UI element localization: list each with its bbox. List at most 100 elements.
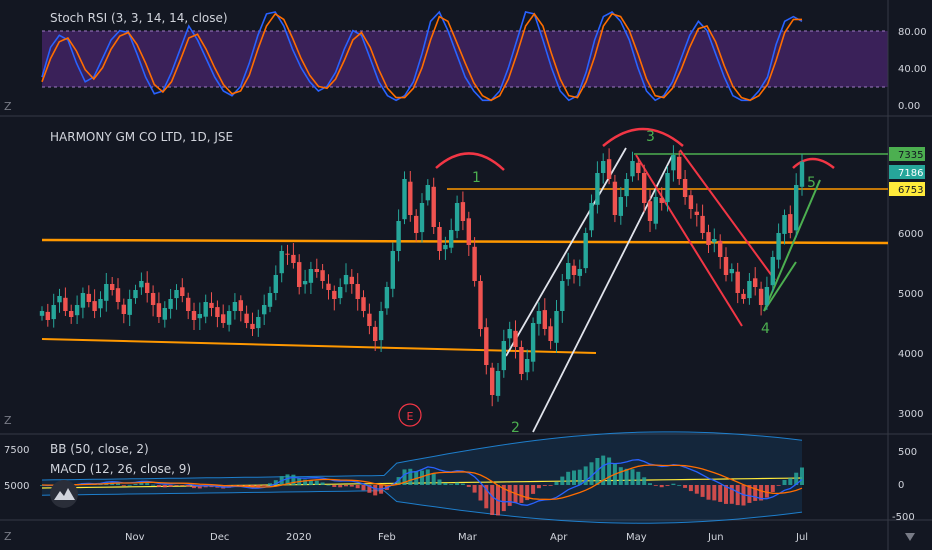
zoom-z-icon[interactable]: Z	[4, 100, 12, 113]
green-up-channel[interactable]	[763, 179, 821, 312]
time-tick-feb: Feb	[378, 532, 396, 543]
left-tick-5000: 5000	[4, 481, 29, 492]
scroll-right-icon[interactable]	[905, 533, 915, 541]
macd-bar	[572, 470, 576, 485]
time-tick-apr: Apr	[550, 532, 568, 543]
red-down-channel[interactable]	[635, 149, 776, 327]
macd-bar	[303, 479, 308, 485]
candle-body	[226, 311, 232, 325]
red-arc-drawings[interactable]	[435, 127, 835, 171]
candle-body	[700, 215, 705, 233]
candle-body	[723, 257, 729, 275]
candle-body	[191, 311, 197, 320]
macd-bar	[133, 484, 138, 485]
signal-line	[41, 464, 803, 501]
macd-bar	[291, 474, 296, 485]
macd-bar	[618, 467, 623, 485]
stoch-rsi-lines	[41, 10, 803, 102]
candle-body	[682, 179, 688, 197]
candle-body	[431, 186, 436, 227]
candle-body	[273, 275, 278, 293]
candle-body	[618, 197, 623, 216]
candle-body	[449, 230, 454, 248]
macd-bar	[525, 485, 530, 501]
macd-bar	[589, 462, 594, 485]
candle-body	[110, 284, 115, 290]
candle-body	[373, 326, 378, 341]
candle-body	[115, 288, 121, 302]
earnings-marker[interactable]: E	[398, 403, 422, 427]
left-tick-7500: 7500	[4, 445, 29, 456]
candle-body	[133, 290, 138, 299]
candle-body	[262, 305, 267, 315]
candle-body	[443, 245, 448, 250]
tradingview-logo-icon[interactable]	[50, 480, 78, 508]
candle-body	[297, 262, 302, 287]
candle-body	[566, 263, 571, 280]
candle-body	[583, 233, 588, 269]
candle-body	[560, 281, 565, 311]
stoch-tick-80: 80.00	[898, 27, 927, 38]
candle-body	[788, 214, 793, 233]
stoch-tick-0: 0.00	[898, 101, 920, 112]
macd-bar	[753, 485, 758, 501]
candle-body	[706, 232, 711, 245]
candle-body	[642, 173, 647, 203]
candle-body	[250, 323, 255, 329]
macd-bar	[624, 468, 629, 485]
candle-body	[577, 269, 582, 276]
macd-bar	[437, 479, 442, 485]
candle-body	[256, 317, 261, 329]
candle-body	[501, 341, 506, 371]
macd-bar	[583, 466, 588, 485]
zoom-z-icon[interactable]: Z	[4, 414, 12, 427]
macd-bar	[794, 472, 799, 485]
candle-body	[402, 179, 407, 220]
candle-body	[665, 173, 670, 203]
price-axis[interactable]: 6000 5000 4000 3000	[898, 229, 923, 420]
candle-body	[384, 287, 390, 309]
macd-bar	[577, 469, 582, 485]
candle-body	[688, 195, 694, 209]
macd-title: MACD (12, 26, close, 9)	[50, 462, 191, 476]
candle-body	[308, 269, 314, 283]
candle-body	[355, 284, 360, 299]
macd-bar	[788, 478, 793, 485]
price-label-6753: 6753	[889, 182, 925, 196]
macd-pane[interactable]	[40, 431, 804, 524]
stoch-rsi-pane[interactable]	[41, 10, 888, 102]
macd-bar	[653, 485, 658, 486]
macd-bar	[759, 485, 764, 501]
macd-bar	[724, 485, 728, 504]
zoom-z-icon[interactable]: Z	[4, 530, 12, 543]
macd-bar	[770, 485, 775, 493]
macd-bar	[729, 485, 734, 504]
price-pane[interactable]	[39, 127, 889, 433]
price-label-7186: 7186	[889, 165, 925, 179]
candle-body	[197, 314, 202, 319]
candle-body	[80, 293, 86, 308]
macd-bar	[162, 485, 167, 488]
candle-body	[238, 300, 243, 311]
candle-body	[659, 197, 664, 203]
macd-bar	[431, 473, 436, 485]
candle-body	[636, 162, 641, 173]
macd-bar	[706, 485, 711, 500]
candle-body	[478, 281, 483, 329]
candle-body	[244, 313, 249, 323]
macd-bar	[127, 484, 132, 486]
candle-body	[776, 233, 781, 260]
bb-lower	[41, 490, 803, 524]
candle-body	[69, 311, 74, 317]
macd-bar	[782, 480, 787, 485]
candle-body	[548, 326, 553, 341]
stoch-rsi-title: Stoch RSI (3, 3, 14, 14, close)	[50, 11, 228, 25]
macd-bar	[455, 482, 460, 485]
time-axis[interactable]: Nov Dec 2020 Feb Mar Apr May Jun Jul	[125, 532, 808, 543]
macd-bar	[121, 485, 126, 486]
stoch-rsi-axis: 80.00 40.00 0.00	[898, 27, 927, 112]
macd-bar	[320, 482, 325, 485]
price-tick-6000: 6000	[898, 229, 923, 240]
candle-body	[279, 251, 284, 274]
candle-body	[595, 173, 600, 205]
